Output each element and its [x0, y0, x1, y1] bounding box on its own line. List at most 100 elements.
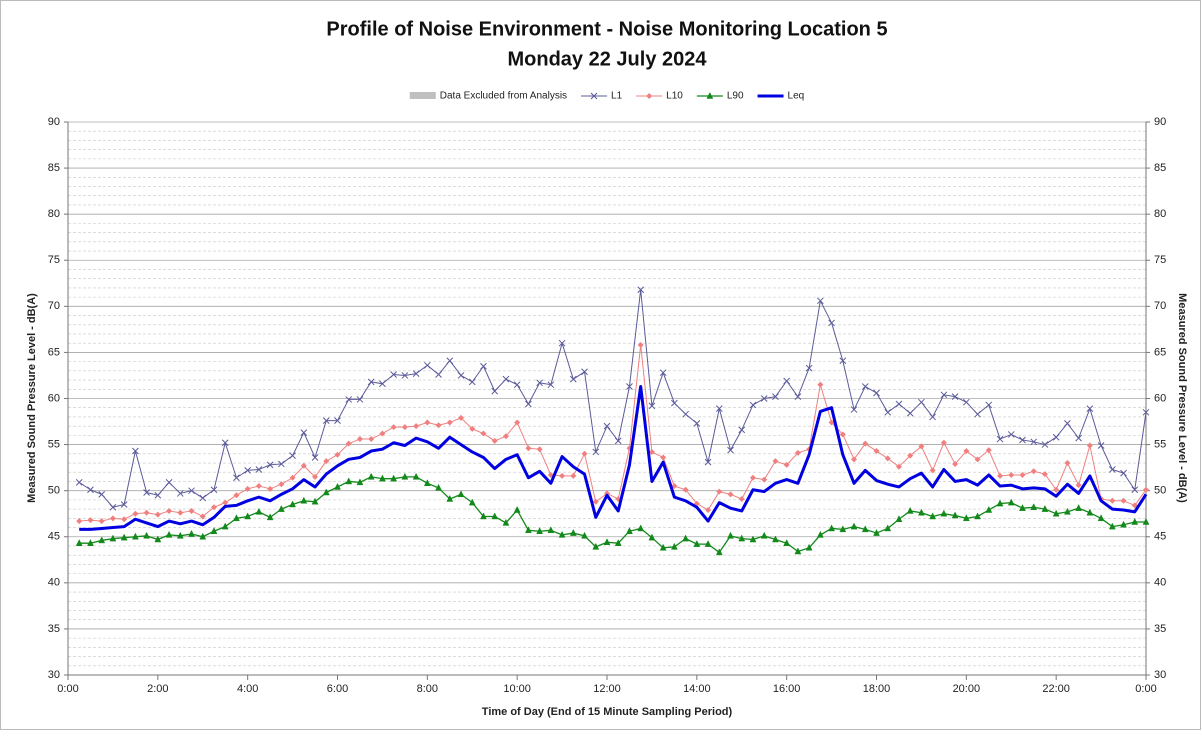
- point-marker: [828, 419, 835, 426]
- point-marker: [502, 518, 510, 526]
- point-marker: [1086, 405, 1094, 412]
- point-marker: [760, 395, 768, 402]
- point-marker: [311, 454, 319, 461]
- point-marker: [1041, 471, 1048, 478]
- point-marker: [1064, 420, 1071, 427]
- y-tick-label: 45: [48, 531, 60, 543]
- point-marker: [1053, 486, 1060, 493]
- point-marker: [502, 375, 510, 383]
- point-marker: [345, 477, 353, 485]
- y2-axis-title: Measured Sound Pressure Level - dB(A): [1176, 293, 1188, 503]
- point-marker: [210, 504, 217, 511]
- point-marker: [524, 526, 532, 534]
- legend-label: Leq: [788, 91, 805, 102]
- x-tick-label: 10:00: [503, 683, 531, 695]
- y-tick-label: 60: [48, 392, 60, 404]
- point-marker: [918, 508, 925, 516]
- legend-label: Data Excluded from Analysis: [440, 91, 567, 102]
- point-marker: [278, 460, 285, 468]
- point-marker: [626, 383, 633, 390]
- point-marker: [940, 509, 948, 517]
- point-marker: [783, 461, 790, 468]
- point-marker: [446, 494, 454, 502]
- y2-tick-label: 50: [1154, 485, 1166, 497]
- point-marker: [646, 93, 653, 99]
- point-marker: [873, 389, 880, 397]
- point-marker: [1019, 471, 1026, 478]
- point-marker: [1030, 438, 1038, 446]
- point-marker: [379, 474, 386, 482]
- y-tick-label: 35: [48, 623, 60, 635]
- point-marker: [154, 491, 162, 499]
- point-marker: [379, 380, 386, 388]
- point-marker: [289, 452, 296, 459]
- point-marker: [895, 463, 902, 470]
- point-marker: [255, 466, 263, 473]
- point-marker: [312, 473, 319, 480]
- point-marker: [334, 417, 341, 424]
- legend-label: L1: [611, 91, 623, 102]
- point-marker: [1086, 442, 1093, 449]
- point-marker: [177, 509, 184, 516]
- point-marker: [255, 507, 263, 515]
- point-marker: [907, 452, 914, 459]
- point-marker: [884, 455, 891, 462]
- legend-item: L10: [636, 91, 683, 102]
- point-marker: [1064, 460, 1071, 467]
- point-marker: [356, 436, 363, 443]
- point-marker: [143, 509, 150, 516]
- point-marker: [423, 479, 431, 487]
- point-marker: [1008, 471, 1015, 478]
- point-marker: [1052, 433, 1060, 441]
- point-marker: [75, 539, 83, 546]
- point-marker: [671, 399, 678, 407]
- point-marker: [1120, 497, 1127, 504]
- y2-tick-label: 45: [1154, 531, 1166, 543]
- point-marker: [850, 522, 858, 530]
- point-marker: [951, 393, 959, 401]
- y2-tick-label: 55: [1154, 438, 1166, 450]
- point-marker: [962, 398, 970, 406]
- point-marker: [98, 536, 106, 544]
- point-marker: [727, 491, 734, 498]
- point-marker: [816, 530, 824, 538]
- point-marker: [435, 422, 442, 429]
- point-marker: [1041, 505, 1049, 512]
- point-marker: [334, 451, 341, 458]
- series-0: [75, 286, 1150, 511]
- x-tick-label: 18:00: [863, 683, 891, 695]
- point-marker: [166, 507, 173, 514]
- point-marker: [839, 357, 847, 365]
- point-marker: [1019, 504, 1026, 511]
- point-marker: [1131, 517, 1139, 525]
- point-marker: [188, 529, 195, 537]
- legend-item: L90: [696, 91, 744, 102]
- point-marker: [469, 425, 476, 432]
- point-marker: [570, 472, 577, 479]
- point-marker: [715, 548, 723, 556]
- y2-tick-label: 30: [1154, 669, 1166, 681]
- point-marker: [412, 370, 420, 377]
- point-marker: [559, 472, 566, 479]
- point-marker: [794, 449, 801, 456]
- point-marker: [547, 526, 555, 534]
- x-tick-label: 12:00: [593, 683, 621, 695]
- point-marker: [401, 472, 409, 480]
- point-marker: [188, 507, 195, 514]
- legend-swatch: [409, 92, 436, 99]
- point-marker: [1109, 497, 1116, 504]
- point-marker: [861, 383, 869, 390]
- point-marker: [850, 406, 858, 413]
- point-marker: [199, 532, 207, 540]
- point-marker: [761, 476, 768, 483]
- point-marker: [435, 371, 442, 378]
- point-marker: [794, 393, 802, 401]
- point-marker: [592, 498, 599, 505]
- point-marker: [727, 446, 734, 454]
- point-marker: [345, 440, 352, 447]
- point-marker: [300, 462, 307, 469]
- x-tick-label: 4:00: [237, 683, 258, 695]
- x-tick-label: 2:00: [147, 683, 168, 695]
- point-marker: [188, 487, 195, 495]
